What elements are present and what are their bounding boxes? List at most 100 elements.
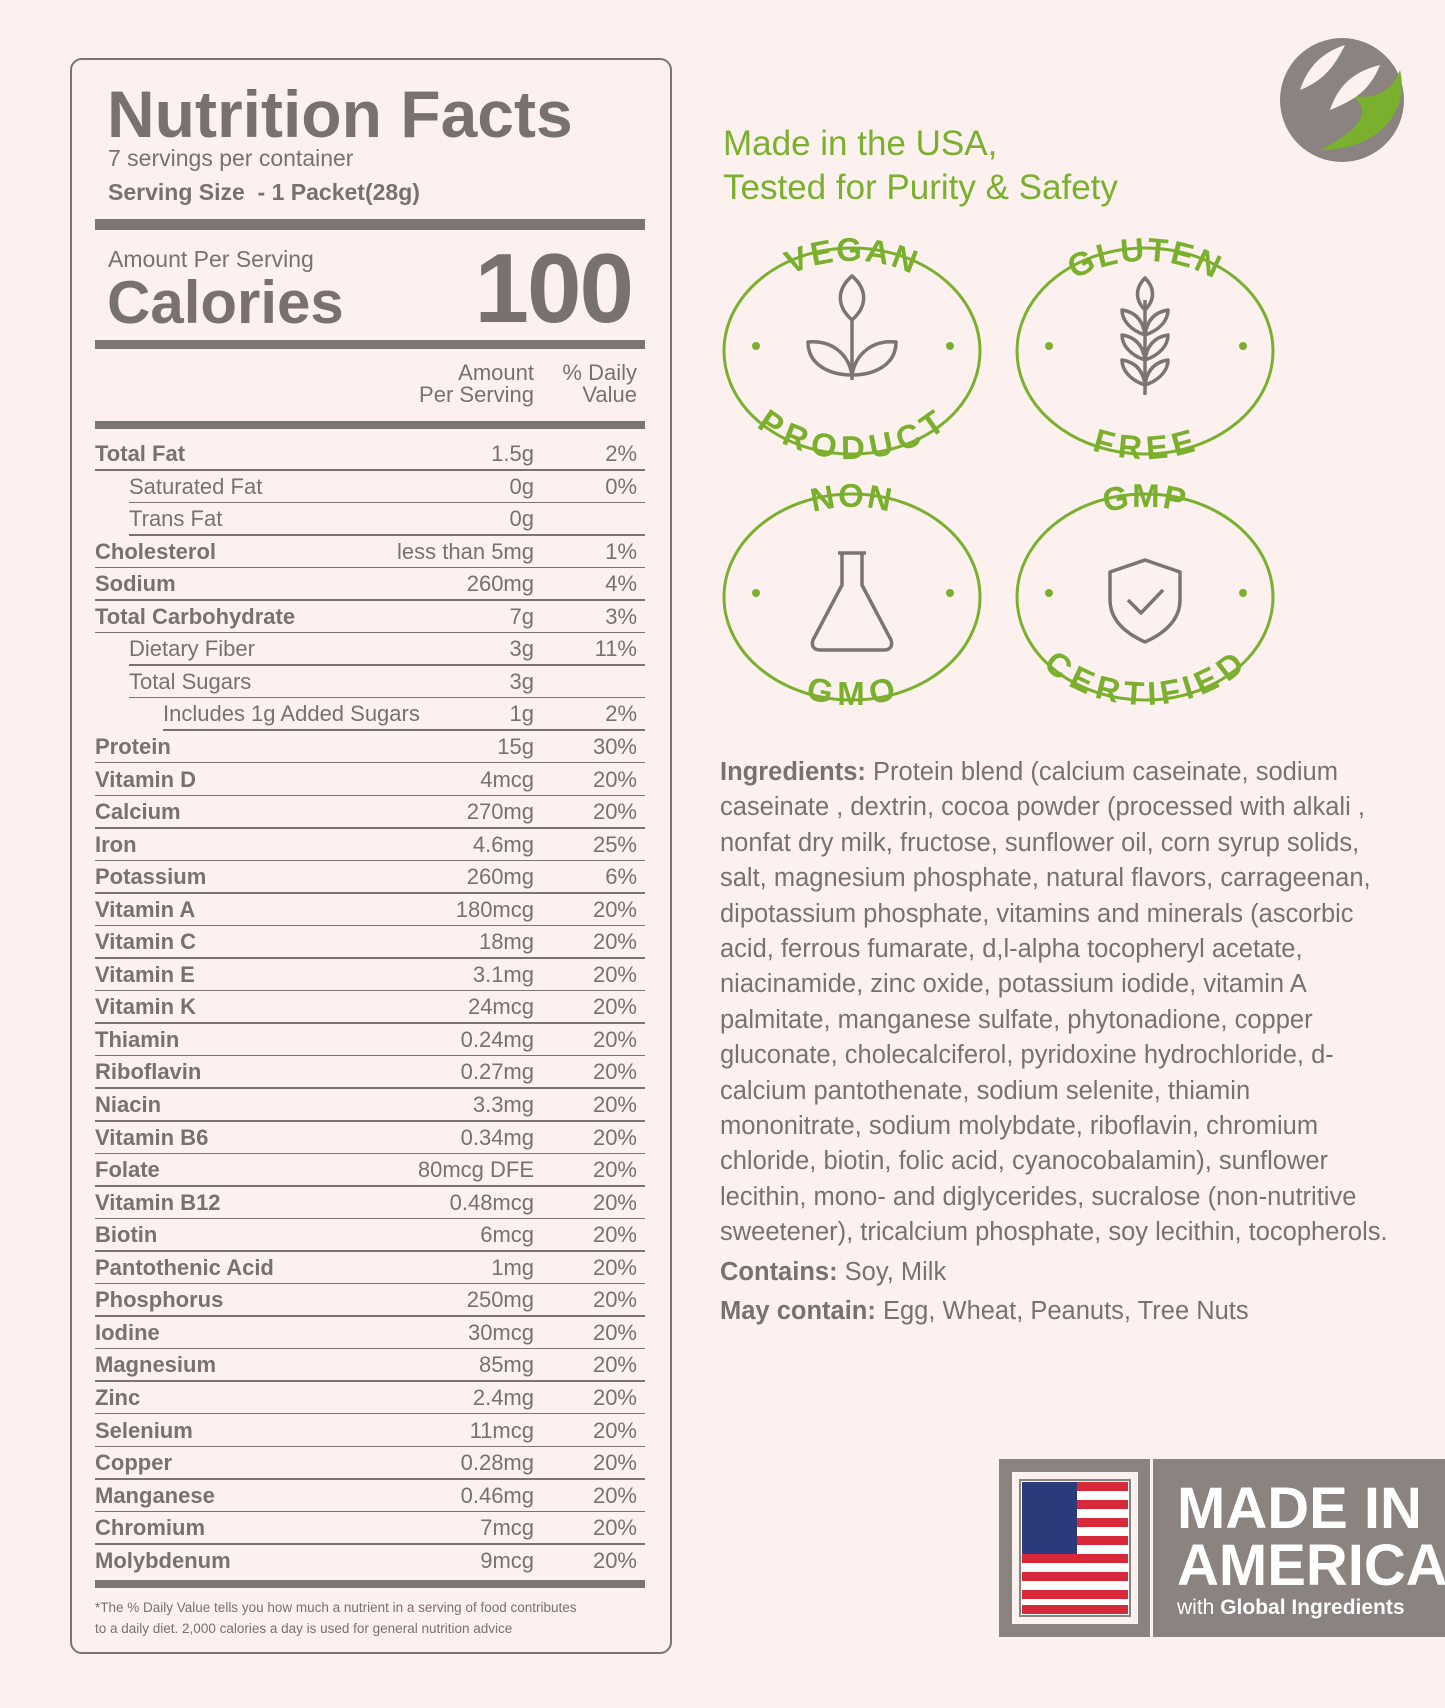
nutrient-name: Magnesium — [95, 1352, 217, 1378]
nutrient-amount: 0.34mg — [460, 1124, 534, 1150]
amount-per-serving: Amount Per Serving — [108, 246, 314, 272]
footnote: *The % Daily Value tells you how much a … — [95, 1597, 577, 1639]
nutrient-name: Manganese — [95, 1482, 215, 1508]
panel-border — [70, 58, 672, 1654]
row-rule — [95, 1282, 645, 1285]
nutrient-name: Cholesterol — [95, 538, 217, 564]
row-rule — [163, 729, 645, 731]
nutrient-dv: 20% — [592, 1287, 637, 1313]
badge-ring — [1015, 492, 1275, 702]
nutrient-amount: 270mg — [466, 799, 534, 825]
badge-bottom: GMO — [804, 669, 900, 712]
nutrient-name: Vitamin B12 — [95, 1189, 221, 1215]
nutrient-amount: 85mg — [478, 1352, 534, 1378]
nutrient-dv: 20% — [592, 1319, 637, 1345]
nutrient-name: Pantothenic Acid — [95, 1254, 274, 1280]
nutrient-dv: 20% — [592, 1092, 637, 1117]
nutrient-amount: 3g — [509, 668, 534, 694]
row-rule — [95, 1412, 645, 1415]
row-rule — [95, 1022, 645, 1024]
banner — [999, 1459, 1445, 1637]
nutrient-name: Selenium — [95, 1417, 193, 1443]
nutrient-amount: 3g — [509, 636, 534, 662]
row-rule — [95, 1445, 645, 1447]
nutrient-amount: 4mcg — [480, 766, 534, 792]
nutrient-amount: 0.48mcg — [449, 1189, 534, 1215]
nutrient-amount: less than 5mg — [397, 538, 534, 564]
row-rule — [95, 924, 645, 927]
servings: 7 servings per container — [108, 145, 354, 171]
row-rule — [95, 1347, 645, 1350]
row-rule — [95, 761, 645, 764]
nutrient-name: Vitamin B6 — [95, 1124, 209, 1150]
badge-bottom: FREE — [1090, 421, 1201, 466]
nutrient-amount: 15g — [497, 733, 534, 759]
logo — [1280, 38, 1404, 162]
nutrient-amount: 7g — [509, 603, 534, 629]
nutrient-name: Saturated Fat — [129, 473, 263, 499]
row-rule — [95, 1087, 645, 1089]
nutrient-dv: 20% — [592, 799, 637, 825]
nutrient-dv: 20% — [592, 1417, 637, 1443]
nutrient-name: Total Sugars — [129, 668, 252, 694]
col-amount: Amount Per Serving — [419, 362, 534, 406]
col-amount-1: Amount — [458, 360, 534, 385]
nutrient-name: Phosphorus — [95, 1287, 224, 1313]
nutrient-amount: 1.5g — [491, 441, 534, 466]
badge-ring — [722, 246, 982, 456]
nutrient-dv: 20% — [592, 1384, 637, 1410]
row-rule — [95, 859, 645, 862]
banner-global: Global Ingredients — [1220, 1596, 1405, 1619]
nutrient-amount: 2.4mg — [472, 1384, 534, 1410]
nutrient-name: Molybdenum — [95, 1547, 231, 1573]
nutrient-dv: 4% — [605, 571, 637, 597]
badge-top: VEGAN — [779, 231, 924, 281]
nutrient-name: Folate — [95, 1157, 160, 1183]
nutrient-name: Zinc — [95, 1384, 141, 1410]
nutrient-name: Iodine — [95, 1319, 160, 1345]
nutrient-amount: 0.28mg — [460, 1450, 534, 1476]
badge-top-path: VEGAN — [779, 231, 922, 281]
badge-top-path: NON — [807, 477, 894, 519]
row-rule — [95, 1510, 645, 1513]
thick-bar — [95, 219, 645, 230]
badge-top: GMP — [1099, 477, 1191, 519]
nutrient-dv: 2% — [605, 441, 637, 466]
nutrient-amount: 0g — [509, 473, 534, 499]
nutrient-name: Total Fat — [95, 441, 186, 466]
nutrient-amount: 0g — [509, 506, 534, 532]
row-rule — [95, 827, 645, 829]
nutrient-name: Vitamin E — [95, 961, 195, 987]
row-rule — [95, 1152, 645, 1155]
contains-para: Contains: Soy, Milk — [720, 1255, 1392, 1290]
nutrient-dv: 20% — [592, 1189, 637, 1215]
nutrient-name: Chromium — [95, 1515, 205, 1541]
nutrient-name: Vitamin K — [95, 994, 197, 1020]
row-rule — [95, 892, 645, 894]
nutrient-dv: 20% — [592, 1515, 637, 1541]
nutrient-amount: 30mcg — [467, 1319, 534, 1345]
row-rule — [95, 1185, 645, 1187]
badge-bottom-path: GMO — [804, 669, 898, 712]
footnote-1: *The % Daily Value tells you how much a … — [95, 1600, 577, 1615]
row-rule — [95, 1120, 645, 1122]
nutrient-amount: 3.1mg — [472, 961, 534, 987]
nutrient-name: Vitamin C — [95, 929, 197, 955]
row-rule — [95, 1250, 645, 1252]
nutrient-name: Total Carbohydrate — [95, 603, 296, 629]
banner-line2: AMERICA — [1177, 1533, 1445, 1598]
nutrient-amount: 260mg — [466, 571, 534, 597]
row-rule — [129, 534, 645, 536]
badge-icons — [806, 274, 1182, 652]
calories-value: 100 — [474, 233, 634, 343]
col-dv-1: % Daily — [562, 360, 637, 385]
nutrient-amount: 1g — [509, 701, 534, 727]
nutrient-dv: 2% — [605, 701, 637, 727]
ingredients: Ingredients: Protein blend (calcium case… — [720, 755, 1392, 1334]
nutrient-dv: 3% — [605, 603, 637, 629]
nutrient-dv: 20% — [592, 1222, 637, 1248]
row-rule — [95, 1543, 645, 1545]
row-rule — [95, 1217, 645, 1220]
badge-top-path: GMP — [1099, 477, 1189, 519]
